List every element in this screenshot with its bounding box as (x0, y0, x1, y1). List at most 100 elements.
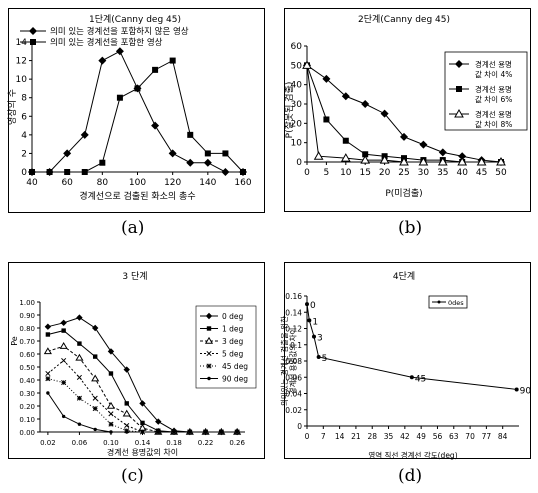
data-label: 45 (415, 374, 426, 384)
x-axis-label: P(미검출) (385, 187, 422, 199)
y-tick-label: 0 (21, 168, 27, 178)
y-axis-label-line: 의미있는 경계선 검출을 위한 (279, 316, 289, 406)
y-tick-label: 10 (291, 139, 303, 149)
chart-panel-a: 0 2 4 6 8 10 12 14 40 60 80 100 120 140 160 1단계(Canny d… (0, 0, 269, 246)
chart-title: 2단계(Canny deg 45) (358, 13, 450, 25)
data-point (77, 422, 82, 426)
data-label: 3 (317, 334, 323, 344)
y-tick-label: 0.1 (290, 341, 302, 350)
y-tick-label: 0.08 (285, 357, 302, 366)
x-tick-label: 35 (384, 432, 394, 441)
x-tick-label: 40 (26, 178, 38, 188)
y-tick-label: 0.16 (285, 292, 302, 301)
data-point (305, 302, 309, 307)
data-label: 0 (310, 301, 316, 311)
x-tick-label: 56 (433, 432, 443, 441)
x-tick-label: 140 (199, 178, 216, 188)
data-point (323, 116, 330, 123)
data-point (186, 158, 195, 167)
data-point (124, 422, 130, 429)
data-point (316, 354, 321, 359)
data-point (92, 395, 98, 401)
y-axis-label: Pe (10, 336, 19, 346)
legend-label: 의미 있는 경계선을 포함하지 않은 영상 (50, 26, 189, 37)
data-point (140, 420, 145, 426)
legend-label: 값 차이 6% (475, 94, 512, 104)
data-point (139, 400, 146, 407)
x-tick-label: 35 (437, 168, 448, 178)
data-point (172, 430, 176, 434)
y-axis-label: 의미있는 경계선 검출을 위한경계선 용명값의 차이 (279, 316, 298, 406)
y-tick-label: 0.12 (285, 325, 302, 334)
series-line (32, 59, 244, 173)
y-tick-label: 10 (16, 75, 28, 85)
y-tick-label: 0.20 (19, 403, 35, 411)
x-tick-label: 50 (495, 168, 507, 178)
x-tick-label: 0.02 (40, 439, 56, 447)
y-tick-label: 0.30 (19, 390, 35, 398)
data-point (458, 152, 467, 161)
caption-c: (c) (121, 466, 144, 486)
y-tick-label: 8 (21, 94, 27, 104)
data-point (222, 150, 229, 157)
x-tick-label: 0.26 (229, 439, 245, 447)
data-point (107, 348, 115, 355)
data-point (61, 328, 66, 333)
data-point (108, 371, 114, 376)
data-point (46, 169, 53, 175)
x-axis-label: 영역 직선 경계선 각도(deg) (368, 450, 457, 460)
legend-label: 45 deg (222, 362, 248, 371)
data-point (204, 150, 211, 157)
data-point (61, 380, 67, 386)
chart-panel-b: 0 10 20 30 40 50 60 0 5 10 15 20 25 30 35 40 45 50 2단계(Can… (269, 0, 538, 246)
data-point (457, 156, 468, 166)
y-tick-label: 0.06 (285, 373, 302, 382)
y-tick-label: 0.60 (19, 351, 35, 359)
data-point (46, 391, 50, 395)
x-tick-label: 77 (482, 432, 492, 441)
data-point (362, 151, 369, 158)
legend-label: 3 deg (222, 337, 244, 346)
data-point (60, 319, 67, 326)
data-point (45, 370, 51, 377)
legend-label: 0des (448, 299, 464, 307)
legend-label: 90 deg (222, 375, 248, 384)
data-point (75, 353, 84, 361)
data-point (76, 395, 82, 401)
legend-marker (206, 350, 212, 357)
data-point (106, 401, 116, 409)
data-point (400, 132, 408, 141)
x-tick-label: 14 (335, 432, 345, 441)
data-point (98, 56, 107, 65)
data-label: 90 (520, 386, 532, 396)
caption-d: (d) (398, 466, 423, 486)
data-point (496, 156, 506, 166)
data-point (419, 140, 428, 149)
data-point (235, 430, 239, 434)
caption-b: (b) (398, 218, 423, 238)
x-tick-label: 0.10 (103, 439, 119, 447)
x-tick-label: 5 (324, 168, 330, 178)
x-tick-label: 0 (305, 432, 310, 441)
data-point (156, 430, 160, 434)
data-point (169, 57, 176, 64)
legend-marker (437, 300, 441, 304)
data-point (64, 169, 71, 175)
x-tick-label: 63 (449, 432, 459, 441)
legend-marker (207, 376, 211, 381)
y-tick-label: 0 (296, 158, 302, 168)
data-point (44, 323, 52, 330)
legend-marker (30, 39, 36, 45)
data-point (307, 318, 312, 323)
data-point (221, 168, 230, 176)
data-point (341, 92, 350, 101)
data-point (76, 314, 83, 321)
y-tick-label: 0.50 (19, 364, 35, 372)
x-tick-label: 160 (234, 178, 251, 188)
y-tick-label: 0.02 (285, 406, 302, 415)
y-axis-label: P(잘못된 검출) (283, 82, 295, 139)
chart-frame-a (8, 8, 265, 213)
data-point (80, 130, 89, 139)
data-point (476, 156, 487, 166)
